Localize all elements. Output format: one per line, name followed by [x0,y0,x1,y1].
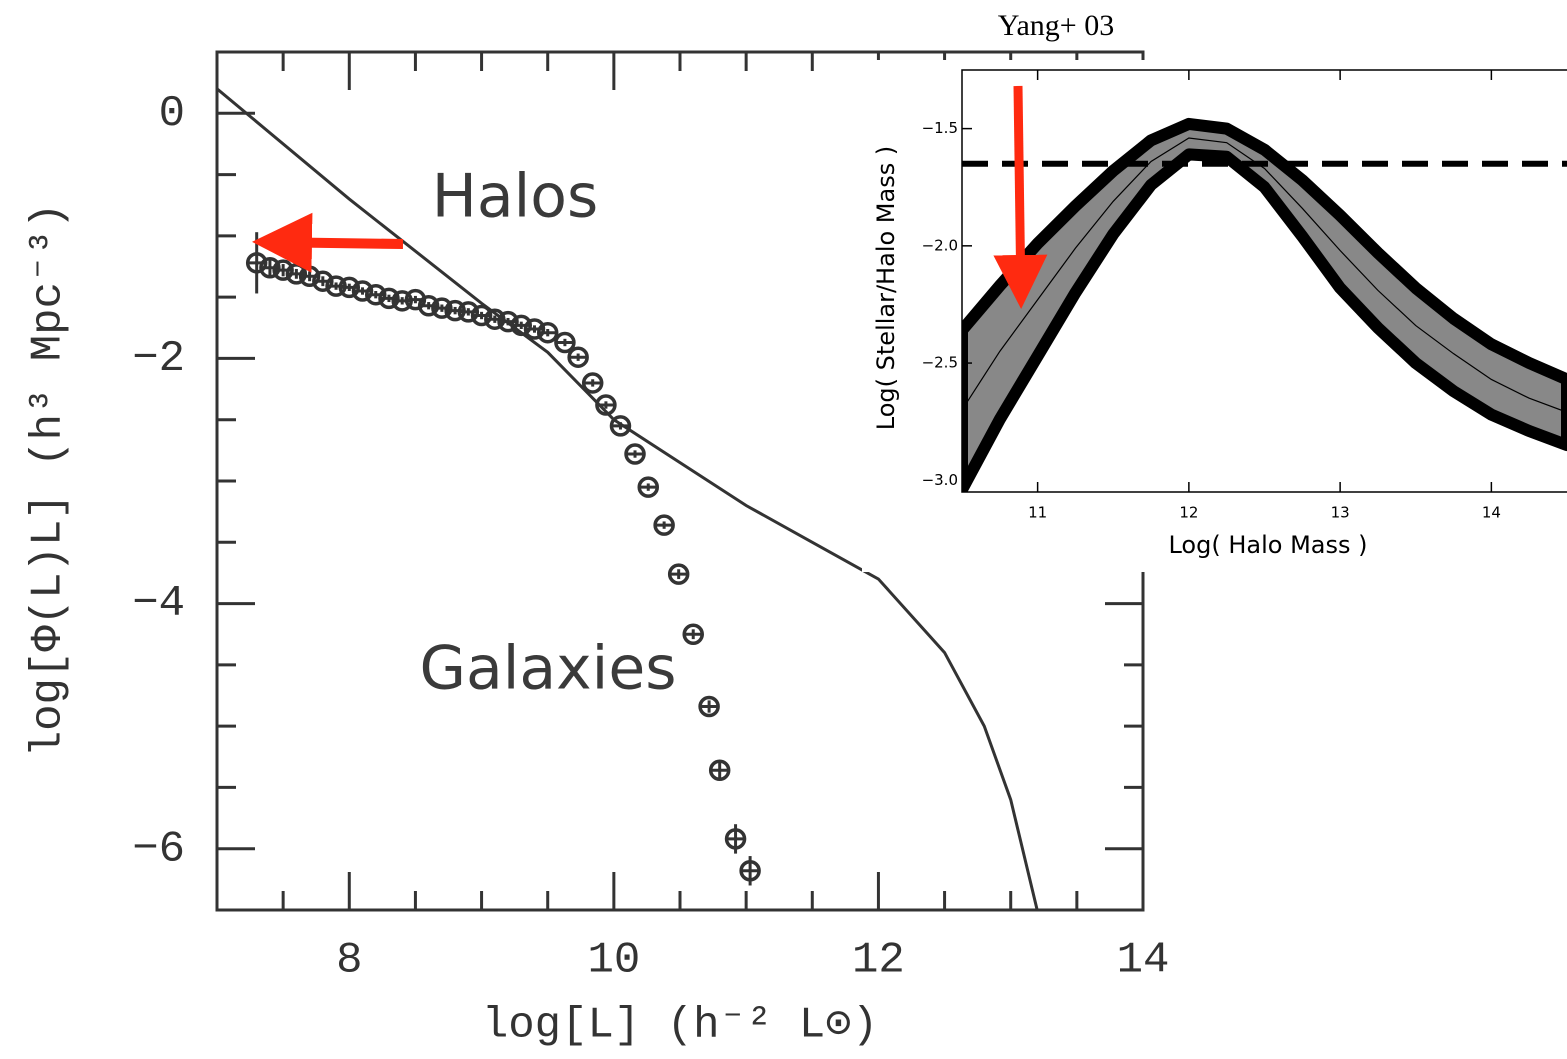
y-tick-label: −4 [132,579,185,629]
inset-chart: Yang+ 03 11 12 13 14 −1.5 −2.0 −2.5 −3.0 Log( Hal… [862,9,1567,572]
x-tick-label: 12 [852,936,905,986]
inset-x-tick-label: 14 [1482,504,1501,522]
x-tick-label: 14 [1117,936,1170,986]
inset-x-tick-label: 12 [1179,504,1198,522]
plot-area [217,87,1039,910]
red-arrow [993,85,1048,309]
inset-y-tick-label: −2.5 [922,354,958,372]
mass-ratio-center [962,137,1567,413]
x-axis-label: log[L] (h⁻² L⊙) [482,1001,878,1051]
inset-x-tick-label: 11 [1028,504,1047,522]
y-tick-label: −2 [132,334,185,384]
x-tick-label: 8 [336,936,362,986]
red-arrow [252,212,404,273]
y-tick-label: −6 [132,824,185,874]
annotation: Galaxies [419,634,676,704]
halo-curve [217,87,1039,910]
x-tick-label: 10 [587,936,640,986]
inset-y-tick-label: −1.5 [922,119,958,137]
inset-frame [961,69,1567,493]
inset-x-axis-label: Log( Halo Mass ) [1168,531,1367,559]
y-tick-label: 0 [159,89,185,139]
inset-y-tick-label: −3.0 [922,471,958,489]
inset-y-axis-label: Log( Stellar/Halo Mass ) [872,146,900,430]
inset-title: Yang+ 03 [998,9,1114,42]
inset-y-tick-label: −2.0 [922,236,958,254]
main-chart: 8 10 12 14 0 −2 −4 −6 log[L] (h⁻² L⊙) log[Φ(L)L] … [24,50,1170,1051]
y-axis-label: log[Φ(L)L] (h³ Mpc⁻³) [24,203,74,758]
annotation: Halos [432,162,599,232]
mass-ratio-band [962,117,1567,492]
inset-x-tick-label: 13 [1331,504,1350,522]
inset-plot-area [962,117,1567,492]
